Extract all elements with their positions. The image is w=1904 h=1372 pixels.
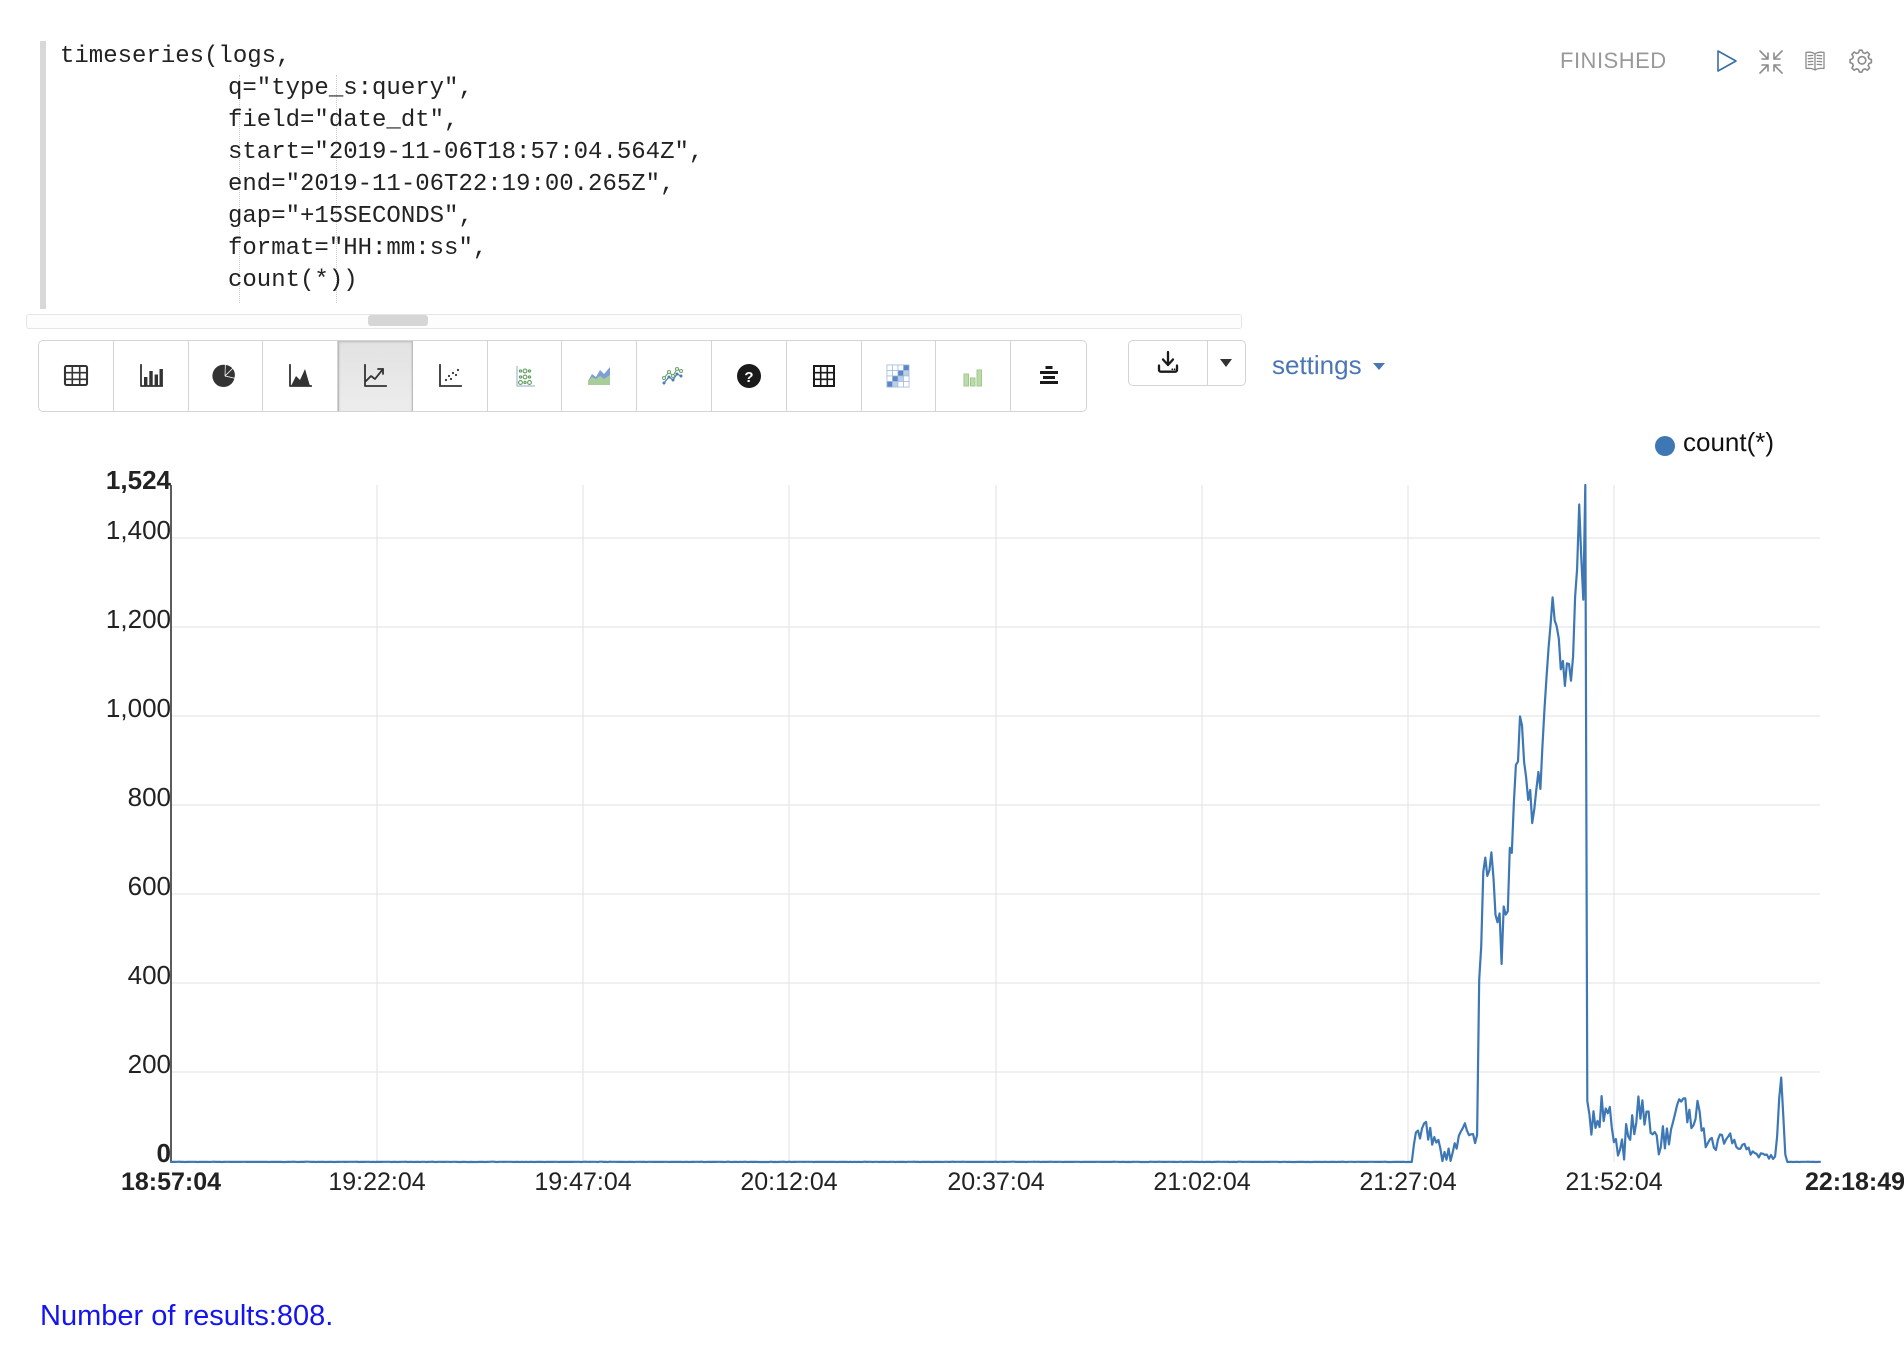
svg-text:?: ? [744,369,753,386]
